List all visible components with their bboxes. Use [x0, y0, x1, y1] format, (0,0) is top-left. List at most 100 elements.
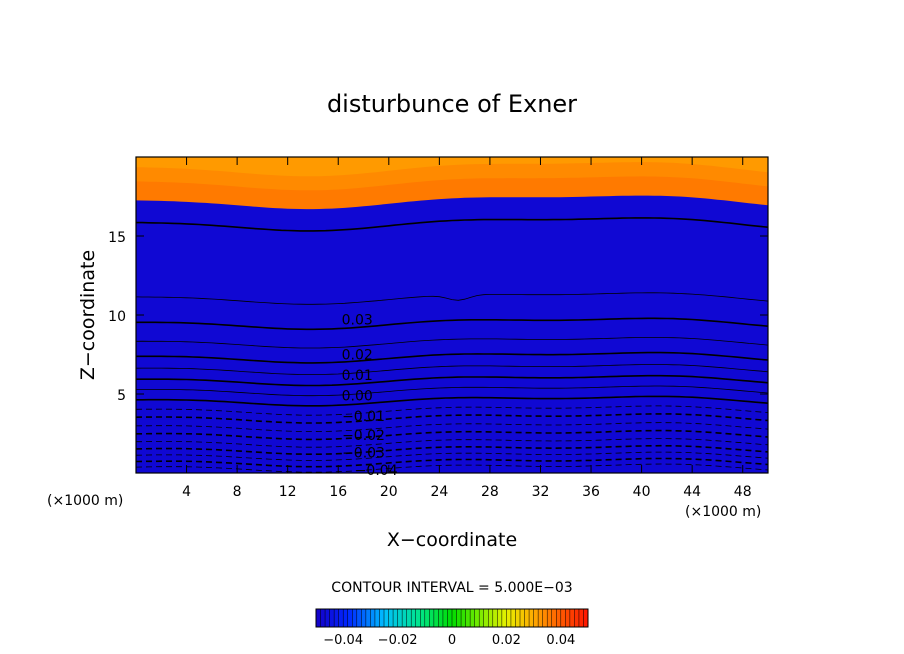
- y-axis-label: Z−coordinate: [77, 250, 99, 380]
- colorbar-tick-label: 0.02: [492, 633, 521, 648]
- contour-line: [136, 364, 768, 375]
- colorbar-cell: [406, 609, 412, 627]
- colorbar-cell: [438, 609, 444, 627]
- x-tick-label: 40: [633, 484, 651, 500]
- colorbar-cell: [420, 609, 426, 627]
- colorbar-cell: [483, 609, 489, 627]
- x-tick-label: 44: [683, 484, 701, 500]
- x-tick-label: 24: [430, 484, 448, 500]
- colorbar-cell: [388, 609, 394, 627]
- colorbar-cell: [515, 609, 521, 627]
- contour-line: [136, 317, 768, 331]
- colorbar-cell: [456, 609, 462, 627]
- colorbar-cell: [347, 609, 353, 627]
- colorbar-cell: [479, 609, 485, 627]
- chart-title: disturbunce of Exner: [327, 90, 577, 118]
- contour-line: [136, 395, 768, 407]
- colorbar-cell: [574, 609, 580, 627]
- colorbar-cell: [329, 609, 335, 627]
- colorbar-cell: [361, 609, 367, 627]
- contour-fill-layer: [136, 157, 768, 473]
- contour-label: 0.02: [342, 348, 373, 364]
- x-tick-label: 8: [233, 484, 242, 500]
- colorbar-cell: [447, 609, 453, 627]
- colorbar-cell: [379, 609, 385, 627]
- contour-line: [136, 405, 768, 416]
- colorbar-tick-label: −0.04: [323, 633, 363, 648]
- contour-label: −0.04: [355, 463, 398, 479]
- colorbar: [315, 609, 589, 627]
- colorbar-cell: [542, 609, 548, 627]
- colorbar-cell: [470, 609, 476, 627]
- contour-line: [136, 292, 768, 305]
- colorbar-cell: [452, 609, 457, 627]
- colorbar-cell: [497, 609, 503, 627]
- contour-line: [136, 451, 768, 461]
- contour-label: 0.01: [342, 368, 373, 384]
- colorbar-cell: [578, 609, 584, 627]
- contour-line: [136, 337, 768, 349]
- y-tick-label: 10: [108, 309, 126, 325]
- colorbar-cell: [320, 609, 326, 627]
- colorbar-cell: [338, 609, 344, 627]
- contour-line: [136, 444, 768, 455]
- x-axis-ticks: 4 8 12 16 20 24 28 32 36 40 44 48: [182, 157, 752, 500]
- x-tick-label: 28: [481, 484, 499, 500]
- colorbar-frame: [315, 608, 589, 628]
- colorbar-cell: [492, 609, 498, 627]
- y-axis-ticks: 5 10 15: [108, 230, 768, 404]
- colorbar-cell: [433, 609, 439, 627]
- contour-band: [136, 157, 768, 177]
- contour-label: −0.02: [342, 428, 385, 444]
- x-axis-label: X−coordinate: [387, 529, 517, 551]
- colorbar-ticks: −0.04 −0.02 0 0.02 0.04: [323, 633, 575, 648]
- colorbar-cell: [397, 609, 403, 627]
- contour-label: −0.03: [342, 445, 385, 461]
- colorbar-cell: [565, 609, 571, 627]
- colorbar-cell: [393, 609, 398, 627]
- x-tick-label: 32: [532, 484, 550, 500]
- colorbar-cell: [415, 609, 421, 627]
- colorbar-cell: [569, 609, 575, 627]
- colorbar-cell: [316, 609, 321, 627]
- x-tick-label: 16: [329, 484, 347, 500]
- y-tick-label: 5: [117, 388, 126, 404]
- contour-label: −0.01: [342, 409, 385, 425]
- contour-label-layer: 0.03 0.02 0.01 0.00 −0.01 −0.02−0.03 −0.04: [342, 313, 398, 479]
- colorbar-cell: [356, 609, 362, 627]
- colorbar-cell: [529, 609, 534, 627]
- contour-line: [136, 385, 768, 397]
- colorbar-cell: [583, 609, 589, 627]
- colorbar-cell: [334, 609, 340, 627]
- x-tick-label: 20: [380, 484, 398, 500]
- colorbar-cell: [551, 609, 557, 627]
- colorbar-cell: [538, 609, 544, 627]
- colorbar-cell: [560, 609, 566, 627]
- x-tick-label: 36: [582, 484, 600, 500]
- contour-interval-text: CONTOUR INTERVAL = 5.000E−03: [331, 580, 572, 596]
- colorbar-cell: [429, 609, 435, 627]
- colorbar-cell: [325, 609, 330, 627]
- colorbar-tick-label: 0.04: [546, 633, 575, 648]
- contour-line: [136, 413, 768, 424]
- colorbar-cell: [402, 609, 408, 627]
- contour-line: [136, 374, 768, 387]
- colorbar-cell: [465, 609, 471, 627]
- contour-line: [136, 351, 768, 364]
- colorbar-cell: [506, 609, 512, 627]
- contour-label: 0.00: [342, 389, 373, 405]
- colorbar-cell: [501, 609, 507, 627]
- colorbar-cell: [424, 609, 430, 627]
- colorbar-cell: [547, 609, 553, 627]
- contour-band: [136, 157, 768, 473]
- x-unit-left: (×1000 m): [47, 493, 123, 509]
- colorbar-cell: [461, 609, 466, 627]
- contour-line: [136, 463, 768, 473]
- x-tick-label: 48: [734, 484, 752, 500]
- colorbar-cell: [442, 609, 448, 627]
- contour-line: [136, 457, 768, 468]
- x-tick-label: 12: [279, 484, 297, 500]
- contour-label: 0.03: [342, 313, 373, 329]
- colorbar-cell: [352, 609, 358, 627]
